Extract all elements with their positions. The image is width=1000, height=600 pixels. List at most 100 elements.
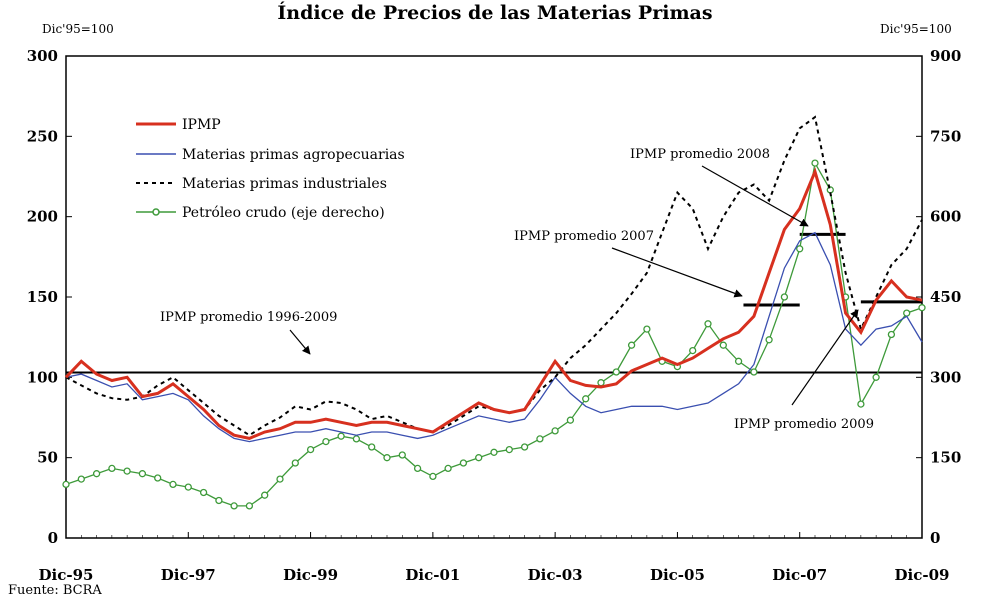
series-point-3 xyxy=(643,325,651,333)
legend-label-petroleo: Petróleo crudo (eje derecho) xyxy=(182,205,385,221)
series-point-3 xyxy=(245,502,254,510)
series-point-3 xyxy=(444,464,452,473)
source-note: Fuente: BCRA xyxy=(8,583,102,598)
annotation-average-2009: IPMP promedio 2009 xyxy=(734,417,874,432)
series-point-3 xyxy=(215,496,223,505)
series-point-3 xyxy=(903,309,911,317)
x-axis: Dic-95 Dic-97 Dic-99 Dic-01 Dic-03 Dic-05 Dic-… xyxy=(39,532,950,584)
left-tick-label: 50 xyxy=(37,449,58,467)
series-point-3 xyxy=(77,475,85,483)
series-point-3 xyxy=(612,368,620,376)
annotation-average-2007: IPMP promedio 2007 xyxy=(514,229,654,244)
series-point-3 xyxy=(154,474,162,482)
x-tick-label: Dic-95 xyxy=(39,566,94,584)
left-tick-label: 200 xyxy=(27,208,58,226)
series-point-3 xyxy=(536,435,544,443)
left-tick-label: 100 xyxy=(27,368,58,386)
left-tick-label: 250 xyxy=(27,127,58,145)
right-tick-label: 0 xyxy=(930,529,940,547)
chart-title: Índice de Precios de las Materias Primas xyxy=(277,1,712,24)
series-point-3 xyxy=(765,336,773,344)
series-point-3 xyxy=(306,445,315,454)
series-point-3 xyxy=(398,451,406,459)
series-point-3 xyxy=(566,416,575,424)
series-point-3 xyxy=(123,467,131,475)
series-point-3 xyxy=(490,448,498,456)
series-line-2 xyxy=(65,115,923,437)
arrow-average-2008 xyxy=(701,165,809,227)
series-point-3 xyxy=(322,437,330,446)
x-tick-label: Dic-99 xyxy=(283,566,338,584)
left-axis-unit: Dic'95=100 xyxy=(42,22,114,36)
series-line-0 xyxy=(64,167,923,440)
series-point-3 xyxy=(230,502,238,510)
left-tick-label: 0 xyxy=(48,529,58,547)
series-point-3 xyxy=(429,472,437,481)
series-point-3 xyxy=(368,443,376,451)
series-point-3 xyxy=(92,470,101,478)
x-tick-label: Dic-07 xyxy=(772,566,827,584)
series-point-3 xyxy=(734,357,743,365)
legend: IPMP Materias primas agropecuarias Mater… xyxy=(136,117,405,221)
series-point-3 xyxy=(551,427,559,435)
series-point-3 xyxy=(138,470,147,478)
series-point-3 xyxy=(199,488,208,497)
series-point-3 xyxy=(689,346,697,355)
right-axis-unit: Dic'95=100 xyxy=(880,22,952,36)
right-y-axis: 0 150 300 450 600 750 900 xyxy=(916,47,961,547)
series-point-3 xyxy=(62,480,70,489)
series-point-3 xyxy=(337,432,345,440)
right-tick-label: 600 xyxy=(930,208,961,226)
series-point-3 xyxy=(169,480,177,489)
arrow-average-2009 xyxy=(791,309,859,406)
series-point-3 xyxy=(352,435,361,443)
series-line-1 xyxy=(65,231,923,443)
left-y-axis: 0 50 100 150 200 250 300 xyxy=(27,47,72,547)
right-tick-label: 750 xyxy=(930,127,961,145)
series-point-3 xyxy=(108,464,116,473)
series-point-3 xyxy=(261,491,269,499)
series-layer xyxy=(62,115,926,510)
series-point-3 xyxy=(184,483,192,491)
series-point-3 xyxy=(796,245,804,253)
series-point-3 xyxy=(459,459,468,467)
x-tick-label: Dic-05 xyxy=(650,566,705,584)
right-tick-label: 900 xyxy=(930,47,961,65)
annotation-average-2008: IPMP promedio 2008 xyxy=(630,147,770,162)
legend-label-industriales: Materias primas industriales xyxy=(182,176,387,192)
series-point-3 xyxy=(475,454,483,462)
legend-marker-petroleo xyxy=(152,208,160,216)
left-tick-label: 150 xyxy=(27,288,58,306)
series-point-3 xyxy=(582,395,590,403)
series-point-3 xyxy=(383,454,391,462)
series-point-3 xyxy=(276,475,284,483)
right-tick-label: 150 xyxy=(930,449,961,467)
arrow-average-2007 xyxy=(611,247,743,298)
series-point-3 xyxy=(750,368,758,376)
series-point-3 xyxy=(857,400,865,408)
series-point-3 xyxy=(887,330,896,339)
x-tick-label: Dic-09 xyxy=(895,566,950,584)
reference-lines xyxy=(66,232,922,374)
x-tick-label: Dic-97 xyxy=(161,566,216,584)
series-point-3 xyxy=(918,304,926,312)
series-point-3 xyxy=(780,293,789,301)
legend-label-ipmp: IPMP xyxy=(182,117,221,133)
series-point-3 xyxy=(520,443,529,451)
series-point-3 xyxy=(872,373,880,381)
left-tick-label: 300 xyxy=(27,47,58,65)
arrow-average-1996-2009 xyxy=(289,329,311,355)
series-point-3 xyxy=(704,320,712,328)
legend-label-agropecuarias: Materias primas agropecuarias xyxy=(182,147,405,163)
series-point-3 xyxy=(627,341,636,349)
series-point-3 xyxy=(811,159,819,167)
series-point-3 xyxy=(719,341,727,349)
series-point-3 xyxy=(413,464,422,473)
right-tick-label: 450 xyxy=(930,288,961,306)
series-point-3 xyxy=(505,445,513,454)
annotation-average-1996-2009: IPMP promedio 1996-2009 xyxy=(160,310,337,325)
series-point-3 xyxy=(597,379,605,387)
series-point-3 xyxy=(291,459,299,467)
